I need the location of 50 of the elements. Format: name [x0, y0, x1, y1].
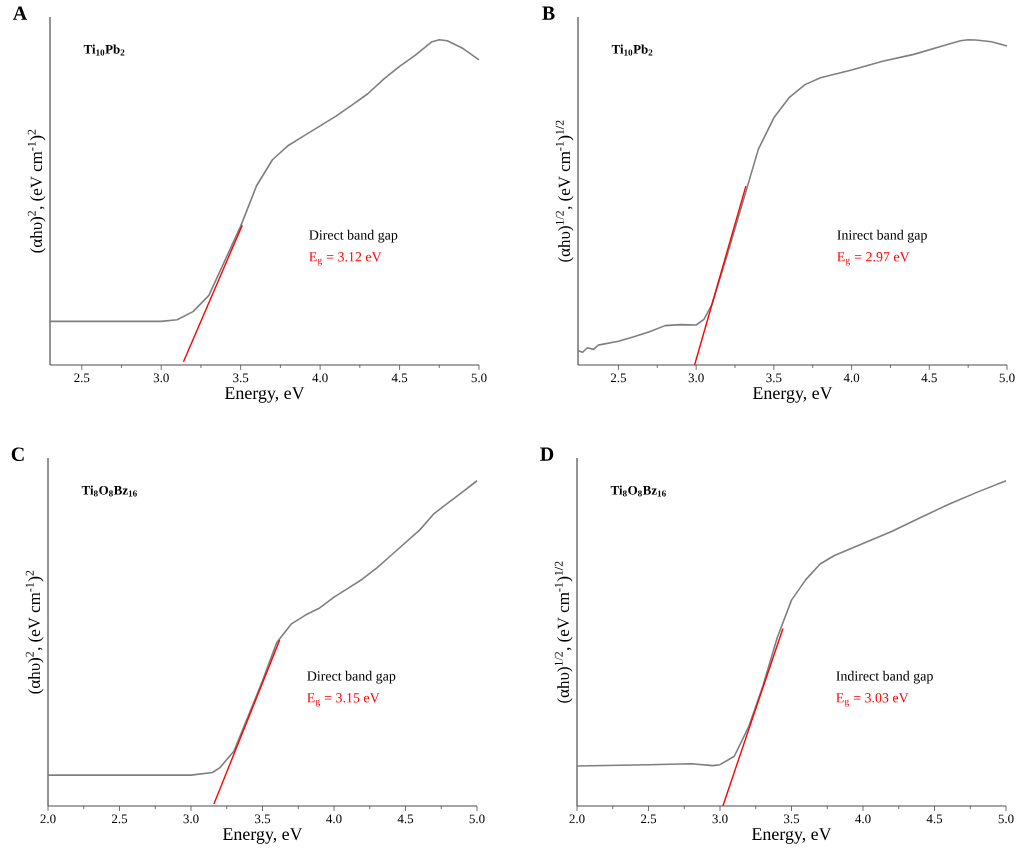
x-tick-label: 2.5 — [74, 373, 90, 383]
x-tick-label: 3.0 — [183, 814, 199, 824]
x-tick-label: 4.0 — [312, 373, 328, 383]
x-tick-label: 3.5 — [233, 373, 249, 383]
x-tick-label: 5.0 — [998, 814, 1014, 824]
y-axis-title: (αhυ)$^{2}$, (eV cm$^{-1}$)$^{2}$ — [27, 129, 46, 253]
x-tick-label: 4.5 — [397, 814, 414, 824]
annotation: E$_{g}$ = 3.03 eV — [836, 693, 909, 707]
x-tick-label: 4.5 — [391, 373, 408, 383]
x-tick-label: 3.5 — [784, 814, 800, 824]
x-tick-label: 4.5 — [921, 373, 937, 383]
y-axis-title: (αhυ)$^{1/2}$, (eV cm$^{-1}$)$^{1/2}$ — [554, 561, 573, 703]
x-tick-label: 3.5 — [255, 814, 271, 824]
x-axis-title: Energy, eV — [752, 387, 833, 403]
x-axis-title: Energy, eV — [222, 828, 303, 844]
x-tick-label: 4.0 — [843, 373, 860, 383]
annotation: Direct band gap — [309, 229, 398, 243]
annotation: Indirect band gap — [836, 670, 933, 684]
x-tick-label: 2.5 — [640, 814, 657, 824]
x-tick-label: 4.5 — [926, 814, 943, 824]
x-tick-label: 3.5 — [766, 373, 782, 383]
x-tick-label: 4.0 — [326, 814, 342, 824]
x-tick-label: 5.0 — [469, 814, 485, 824]
x-axis-title: Energy, eV — [751, 828, 832, 844]
annotation: E$_{g}$ = 3.12 eV — [309, 252, 382, 266]
text: Ti$_{10}$Pb$_{2}$ — [83, 44, 125, 56]
x-axis-title: Energy, eV — [224, 387, 305, 403]
x-tick-label: 2.0 — [40, 814, 56, 824]
x-tick-label: 5.0 — [999, 373, 1015, 383]
x-tick-label: 2.5 — [111, 814, 128, 824]
chart-title: A — [12, 6, 28, 20]
x-tick-label: 3.0 — [153, 373, 169, 383]
text: Ti$_{8}$O$_{8}$Bz$_{16}$ — [610, 485, 666, 497]
chart-title: D — [540, 447, 554, 461]
annotation: Inirect band gap — [837, 229, 927, 243]
x-tick-label: 5.0 — [471, 373, 487, 383]
x-tick-label: 2.0 — [569, 814, 585, 824]
chart-title: B — [542, 6, 555, 20]
chart-title: C — [11, 447, 24, 461]
x-tick-label: 2.5 — [610, 373, 627, 383]
annotation: E$_{g}$ = 2.97 eV — [837, 252, 910, 266]
annotation: E$_{g}$ = 3.15 eV — [307, 693, 380, 707]
y-axis-title: (αhυ)$^{2}$, (eV cm$^{-1}$)$^{2}$ — [25, 570, 44, 694]
x-tick-label: 4.0 — [855, 814, 871, 824]
text: Ti$_{8}$O$_{8}$Bz$_{16}$ — [81, 485, 137, 497]
x-tick-label: 3.0 — [712, 814, 728, 824]
text: Ti$_{10}$Pb$_{2}$ — [611, 44, 653, 56]
annotation: Direct band gap — [307, 670, 396, 684]
y-axis-title: (αhυ)$^{1/2}$, (eV cm$^{-1}$)$^{1/2}$ — [555, 120, 574, 262]
x-tick-label: 3.0 — [688, 373, 704, 383]
